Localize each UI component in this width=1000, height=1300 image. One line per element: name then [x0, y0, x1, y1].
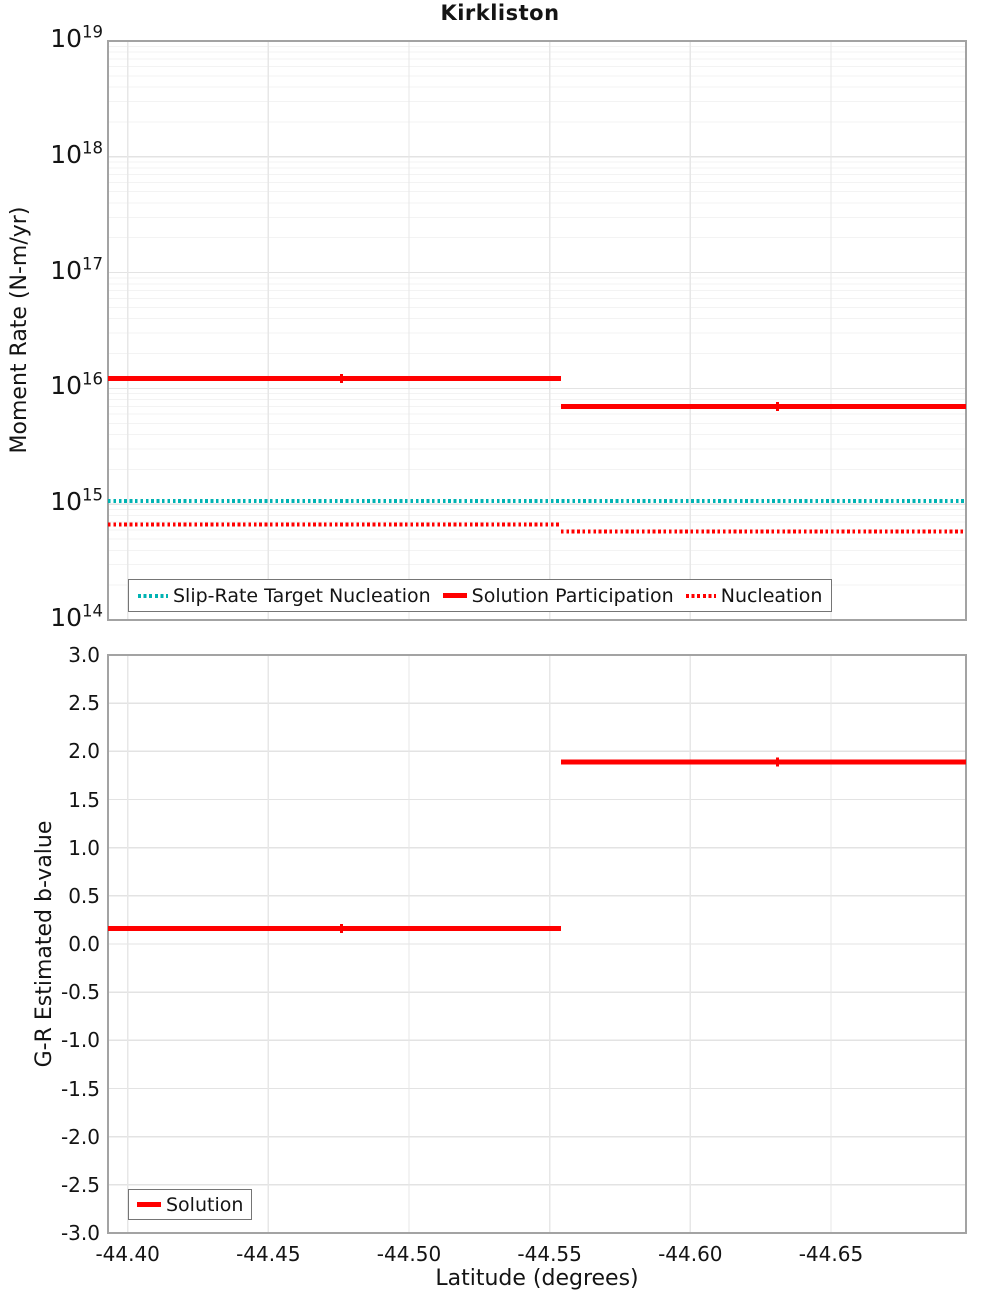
- moment-rate-tick-label: 1016: [50, 370, 103, 401]
- nucleation-line-swatch: [685, 593, 716, 598]
- latitude-tick-label: -44.65: [798, 1242, 864, 1266]
- legend-item-solution-participation: Solution Participation: [442, 584, 674, 607]
- legend-label: Slip-Rate Target Nucleation: [173, 584, 431, 607]
- solution-line-swatch: [137, 1202, 161, 1207]
- moment-rate-tick-label: 1018: [50, 138, 103, 169]
- b-value-tick-label: -3.0: [60, 1221, 100, 1245]
- legend-label: Solution Participation: [471, 584, 674, 607]
- b-value-tick-label: 3.0: [68, 643, 100, 667]
- b-value-tick-label: -2.0: [60, 1124, 100, 1149]
- plot-border: [107, 654, 967, 1234]
- b-value-tick-label: -1.5: [60, 1076, 100, 1101]
- b-value-tick-label: 1.0: [68, 835, 100, 860]
- chart-title: Kirkliston: [440, 1, 560, 25]
- moment-rate-tick-label: 1017: [50, 254, 103, 285]
- legend-label: Solution: [166, 1193, 244, 1216]
- b-value-tick-label: 2.5: [68, 691, 100, 716]
- legend-item-nucleation: Nucleation: [685, 584, 823, 607]
- moment-rate-tick-label: 1019: [50, 22, 103, 53]
- b-value-tick-label: 2.0: [68, 739, 100, 764]
- b-value-tick-label: 0.5: [68, 883, 100, 908]
- legend-b-value: Solution: [128, 1189, 253, 1220]
- b-value-tick-label: 0.0: [68, 932, 100, 956]
- legend-item-slip-rate-target-nucleation: Slip-Rate Target Nucleation: [138, 585, 431, 607]
- moment-rate-tick-label: 1014: [50, 601, 103, 632]
- b-value-tick-label: -2.5: [60, 1172, 100, 1197]
- latitude-tick-label: -44.50: [376, 1242, 442, 1266]
- latitude-tick-label: -44.55: [517, 1242, 582, 1266]
- b-value-tick-label: -1.0: [60, 1028, 100, 1053]
- legend-label: Nucleation: [720, 584, 823, 607]
- latitude-tick-label: -44.45: [236, 1242, 301, 1266]
- plot-border: [107, 40, 967, 621]
- solution-participation-line-swatch: [442, 593, 467, 598]
- latitude-axis-label: Latitude (degrees): [435, 1266, 639, 1291]
- latitude-tick-label: -44.60: [658, 1242, 723, 1266]
- b-value-tick-label: 1.5: [68, 787, 100, 812]
- slip-rate-target-line-swatch: [138, 593, 168, 598]
- legend-item-solution: Solution: [137, 1194, 243, 1216]
- moment-rate-tick-label: 1015: [50, 485, 103, 517]
- latitude-tick-label: -44.40: [95, 1242, 160, 1266]
- legend-moment-rate: Slip-Rate Target Nucleation Solution Par…: [128, 579, 833, 612]
- b-value-tick-label: -0.5: [60, 980, 100, 1005]
